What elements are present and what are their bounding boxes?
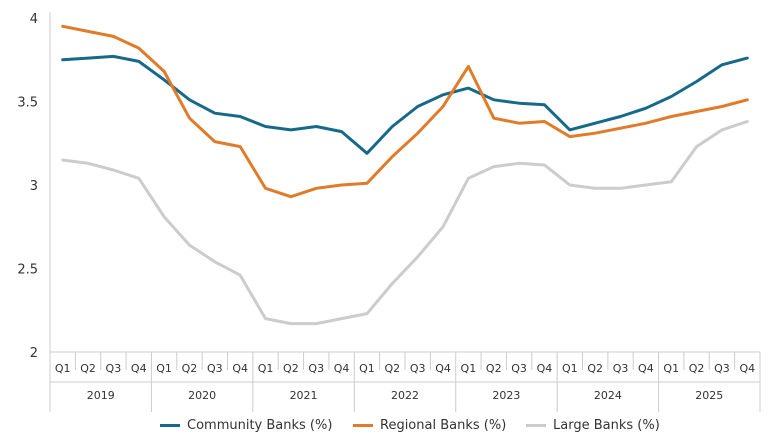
y-tick-label: 2 — [30, 346, 38, 361]
x-axis: Q1 Q2 Q3 Q4 Q1 Q2 Q3 Q4 Q1 Q2 Q3 Q4 Q1 Q2 Q3 Q4 Q1 Q2 Q3 Q4… — [49, 351, 761, 412]
legend-label-large-banks: Large Banks (%) — [553, 418, 660, 433]
x-quarter-label: Q4 — [232, 362, 248, 375]
x-quarter-label: Q3 — [207, 362, 223, 375]
series-lines — [61, 24, 749, 326]
series-line-regional-banks — [61, 24, 749, 199]
x-quarter-label: Q3 — [613, 362, 629, 375]
x-quarter-label: Q1 — [461, 362, 477, 375]
x-quarter-label: Q3 — [410, 362, 426, 375]
series-line-large-banks — [61, 120, 749, 326]
x-year-label: 2019 — [87, 389, 115, 402]
y-tick-label: 3.5 — [17, 96, 38, 111]
x-quarter-label: Q2 — [283, 362, 299, 375]
x-quarter-label: Q2 — [486, 362, 502, 375]
x-year-label: 2023 — [492, 389, 520, 402]
y-tick-label: 2.5 — [17, 263, 38, 278]
x-quarter-label: Q4 — [435, 362, 451, 375]
legend-label-community-banks: Community Banks (%) — [187, 418, 333, 433]
x-quarter-label: Q1 — [156, 362, 172, 375]
x-quarter-label: Q1 — [258, 362, 274, 375]
x-quarter-label: Q4 — [739, 362, 755, 375]
legend-label-regional-banks: Regional Banks (%) — [380, 418, 507, 433]
x-year-label: 2021 — [290, 389, 318, 402]
series-line-community-banks — [61, 54, 749, 155]
x-quarter-label: Q3 — [308, 362, 324, 375]
y-axis: 2 2.5 3 3.5 4 — [17, 12, 51, 361]
x-year-label: 2020 — [188, 389, 216, 402]
legend-swatch-regional-banks — [353, 424, 373, 427]
legend-swatch-community-banks — [160, 424, 180, 427]
x-quarter-label: Q3 — [511, 362, 527, 375]
x-quarter-label: Q4 — [537, 362, 553, 375]
x-quarter-label: Q2 — [182, 362, 198, 375]
x-quarter-label: Q2 — [384, 362, 400, 375]
x-quarter-label: Q1 — [55, 362, 71, 375]
x-quarter-label: Q1 — [663, 362, 679, 375]
x-quarter-label: Q2 — [689, 362, 705, 375]
x-quarter-label: Q1 — [562, 362, 578, 375]
x-quarter-label: Q1 — [359, 362, 375, 375]
x-quarter-label: Q3 — [106, 362, 122, 375]
legend-swatch-large-banks — [526, 424, 546, 427]
legend-item-community-banks: Community Banks (%) — [160, 418, 332, 433]
x-year-label: 2025 — [695, 389, 723, 402]
x-quarter-label: Q2 — [80, 362, 96, 375]
y-tick-label: 4 — [30, 12, 38, 27]
x-quarter-label: Q4 — [131, 362, 147, 375]
legend: Community Banks (%) Regional Banks (%) L… — [0, 418, 780, 440]
legend-item-large-banks: Large Banks (%) — [526, 418, 660, 433]
x-year-label: 2024 — [594, 389, 622, 402]
x-quarter-label: Q4 — [638, 362, 654, 375]
legend-item-regional-banks: Regional Banks (%) — [353, 418, 506, 433]
x-quarter-label: Q4 — [334, 362, 350, 375]
x-quarter-label: Q3 — [714, 362, 730, 375]
x-year-label: 2022 — [391, 389, 419, 402]
x-quarter-label: Q2 — [587, 362, 603, 375]
y-tick-label: 3 — [30, 179, 38, 194]
